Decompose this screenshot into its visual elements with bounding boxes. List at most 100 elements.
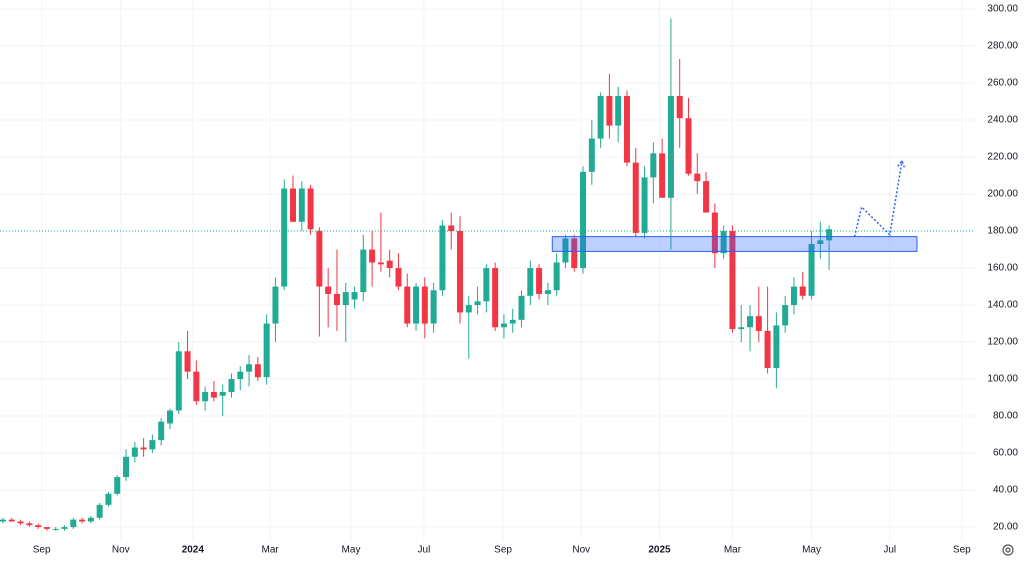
candle-body (342, 292, 349, 306)
candle-body (61, 527, 68, 529)
candle-body (254, 364, 261, 378)
y-tick-label: 240.00 (987, 115, 1018, 126)
axes: 20.00 40.00 60.00 80.00 100.00 120.00 140.00 16… (33, 4, 1019, 556)
candle-body (606, 96, 613, 126)
plot (0, 18, 975, 531)
candle-body (421, 286, 428, 324)
candle-body (237, 371, 244, 380)
candle-body (492, 268, 499, 328)
candle-body (615, 96, 622, 126)
x-tick-label: 2025 (648, 545, 671, 556)
y-tick-label: 220.00 (987, 152, 1018, 163)
x-tick-label: Sep (33, 545, 51, 556)
candle-body (483, 268, 490, 302)
candle-body (17, 521, 24, 524)
y-tick-label: 20.00 (993, 522, 1018, 533)
candle-body (544, 290, 551, 294)
candle-body (720, 231, 727, 254)
y-tick-label: 200.00 (987, 189, 1018, 200)
candle-body (536, 268, 543, 294)
candle-body (96, 504, 103, 518)
candle-body (140, 447, 147, 450)
candle-body (351, 292, 358, 300)
candle-body (35, 525, 42, 528)
candle-body (70, 519, 77, 528)
settings-hub[interactable] (1005, 547, 1011, 553)
candle-body (263, 323, 270, 378)
settings-icon[interactable] (1002, 544, 1014, 556)
candle-body (281, 188, 288, 287)
candle-body (386, 260, 393, 269)
y-tick-label: 120.00 (987, 337, 1018, 348)
candle-body (676, 96, 683, 119)
candle-body (307, 188, 314, 230)
candle-body (808, 244, 815, 296)
candle-body (43, 527, 50, 529)
candle-body (641, 177, 648, 233)
x-tick-label: May (802, 545, 821, 556)
candle-body (175, 351, 182, 411)
y-tick-label: 160.00 (987, 263, 1018, 274)
y-tick-label: 300.00 (987, 4, 1018, 15)
candle-body (8, 519, 15, 522)
candle-body (623, 96, 630, 163)
x-tick-label: Sep (953, 545, 971, 556)
candle-body (369, 249, 376, 263)
candle-body (404, 286, 411, 324)
y-tick-label: 180.00 (987, 226, 1018, 237)
x-tick-label: Jul (418, 545, 431, 556)
candle-body (764, 330, 771, 368)
candle-body (395, 268, 402, 287)
x-tick-label: May (342, 545, 361, 556)
x-tick-label: Jul (883, 545, 896, 556)
candle-body (465, 305, 472, 313)
candle-body (202, 392, 209, 402)
candle-body (298, 188, 305, 222)
candle-body (430, 290, 437, 324)
y-tick-label: 40.00 (993, 485, 1018, 496)
candle-body (685, 118, 692, 174)
candle-body (79, 519, 86, 522)
candle-body (123, 456, 130, 478)
candle-body (456, 231, 463, 313)
x-tick-label: Sep (494, 545, 512, 556)
candle-body (527, 268, 534, 296)
candle-body (588, 138, 595, 172)
y-tick-label: 80.00 (993, 411, 1018, 422)
candle-body (500, 323, 507, 328)
y-tick-label: 260.00 (987, 78, 1018, 89)
candle-body (667, 96, 674, 198)
candle-body (632, 162, 639, 233)
y-tick-label: 140.00 (987, 300, 1018, 311)
candle-body (166, 410, 173, 424)
candle-body (773, 325, 780, 368)
candle-body (703, 181, 710, 213)
candle-body (747, 316, 754, 328)
candle-body (360, 249, 367, 293)
y-tick-label: 60.00 (993, 448, 1018, 459)
candle-body (413, 286, 420, 324)
candle-body (26, 523, 33, 526)
candle-body (659, 153, 666, 198)
candle-body (193, 371, 200, 402)
candle-body (228, 379, 235, 393)
candle-body (246, 364, 253, 372)
candle-body (553, 262, 560, 291)
x-tick-label: Mar (724, 545, 742, 556)
candle-body (729, 231, 736, 330)
candle-body (333, 293, 340, 306)
candle-body (474, 301, 481, 306)
candle-body (0, 519, 6, 522)
settings-gear[interactable] (1002, 544, 1014, 556)
candle-body (439, 225, 446, 291)
x-tick-label: Mar (262, 545, 280, 556)
candle-body (571, 238, 578, 269)
candle-body (105, 493, 112, 505)
candle-body (272, 286, 279, 324)
candle-body (799, 286, 806, 296)
candle-body (219, 392, 226, 396)
zone (551, 236, 918, 252)
candle-body (149, 440, 156, 450)
x-tick-label: Nov (572, 545, 590, 556)
